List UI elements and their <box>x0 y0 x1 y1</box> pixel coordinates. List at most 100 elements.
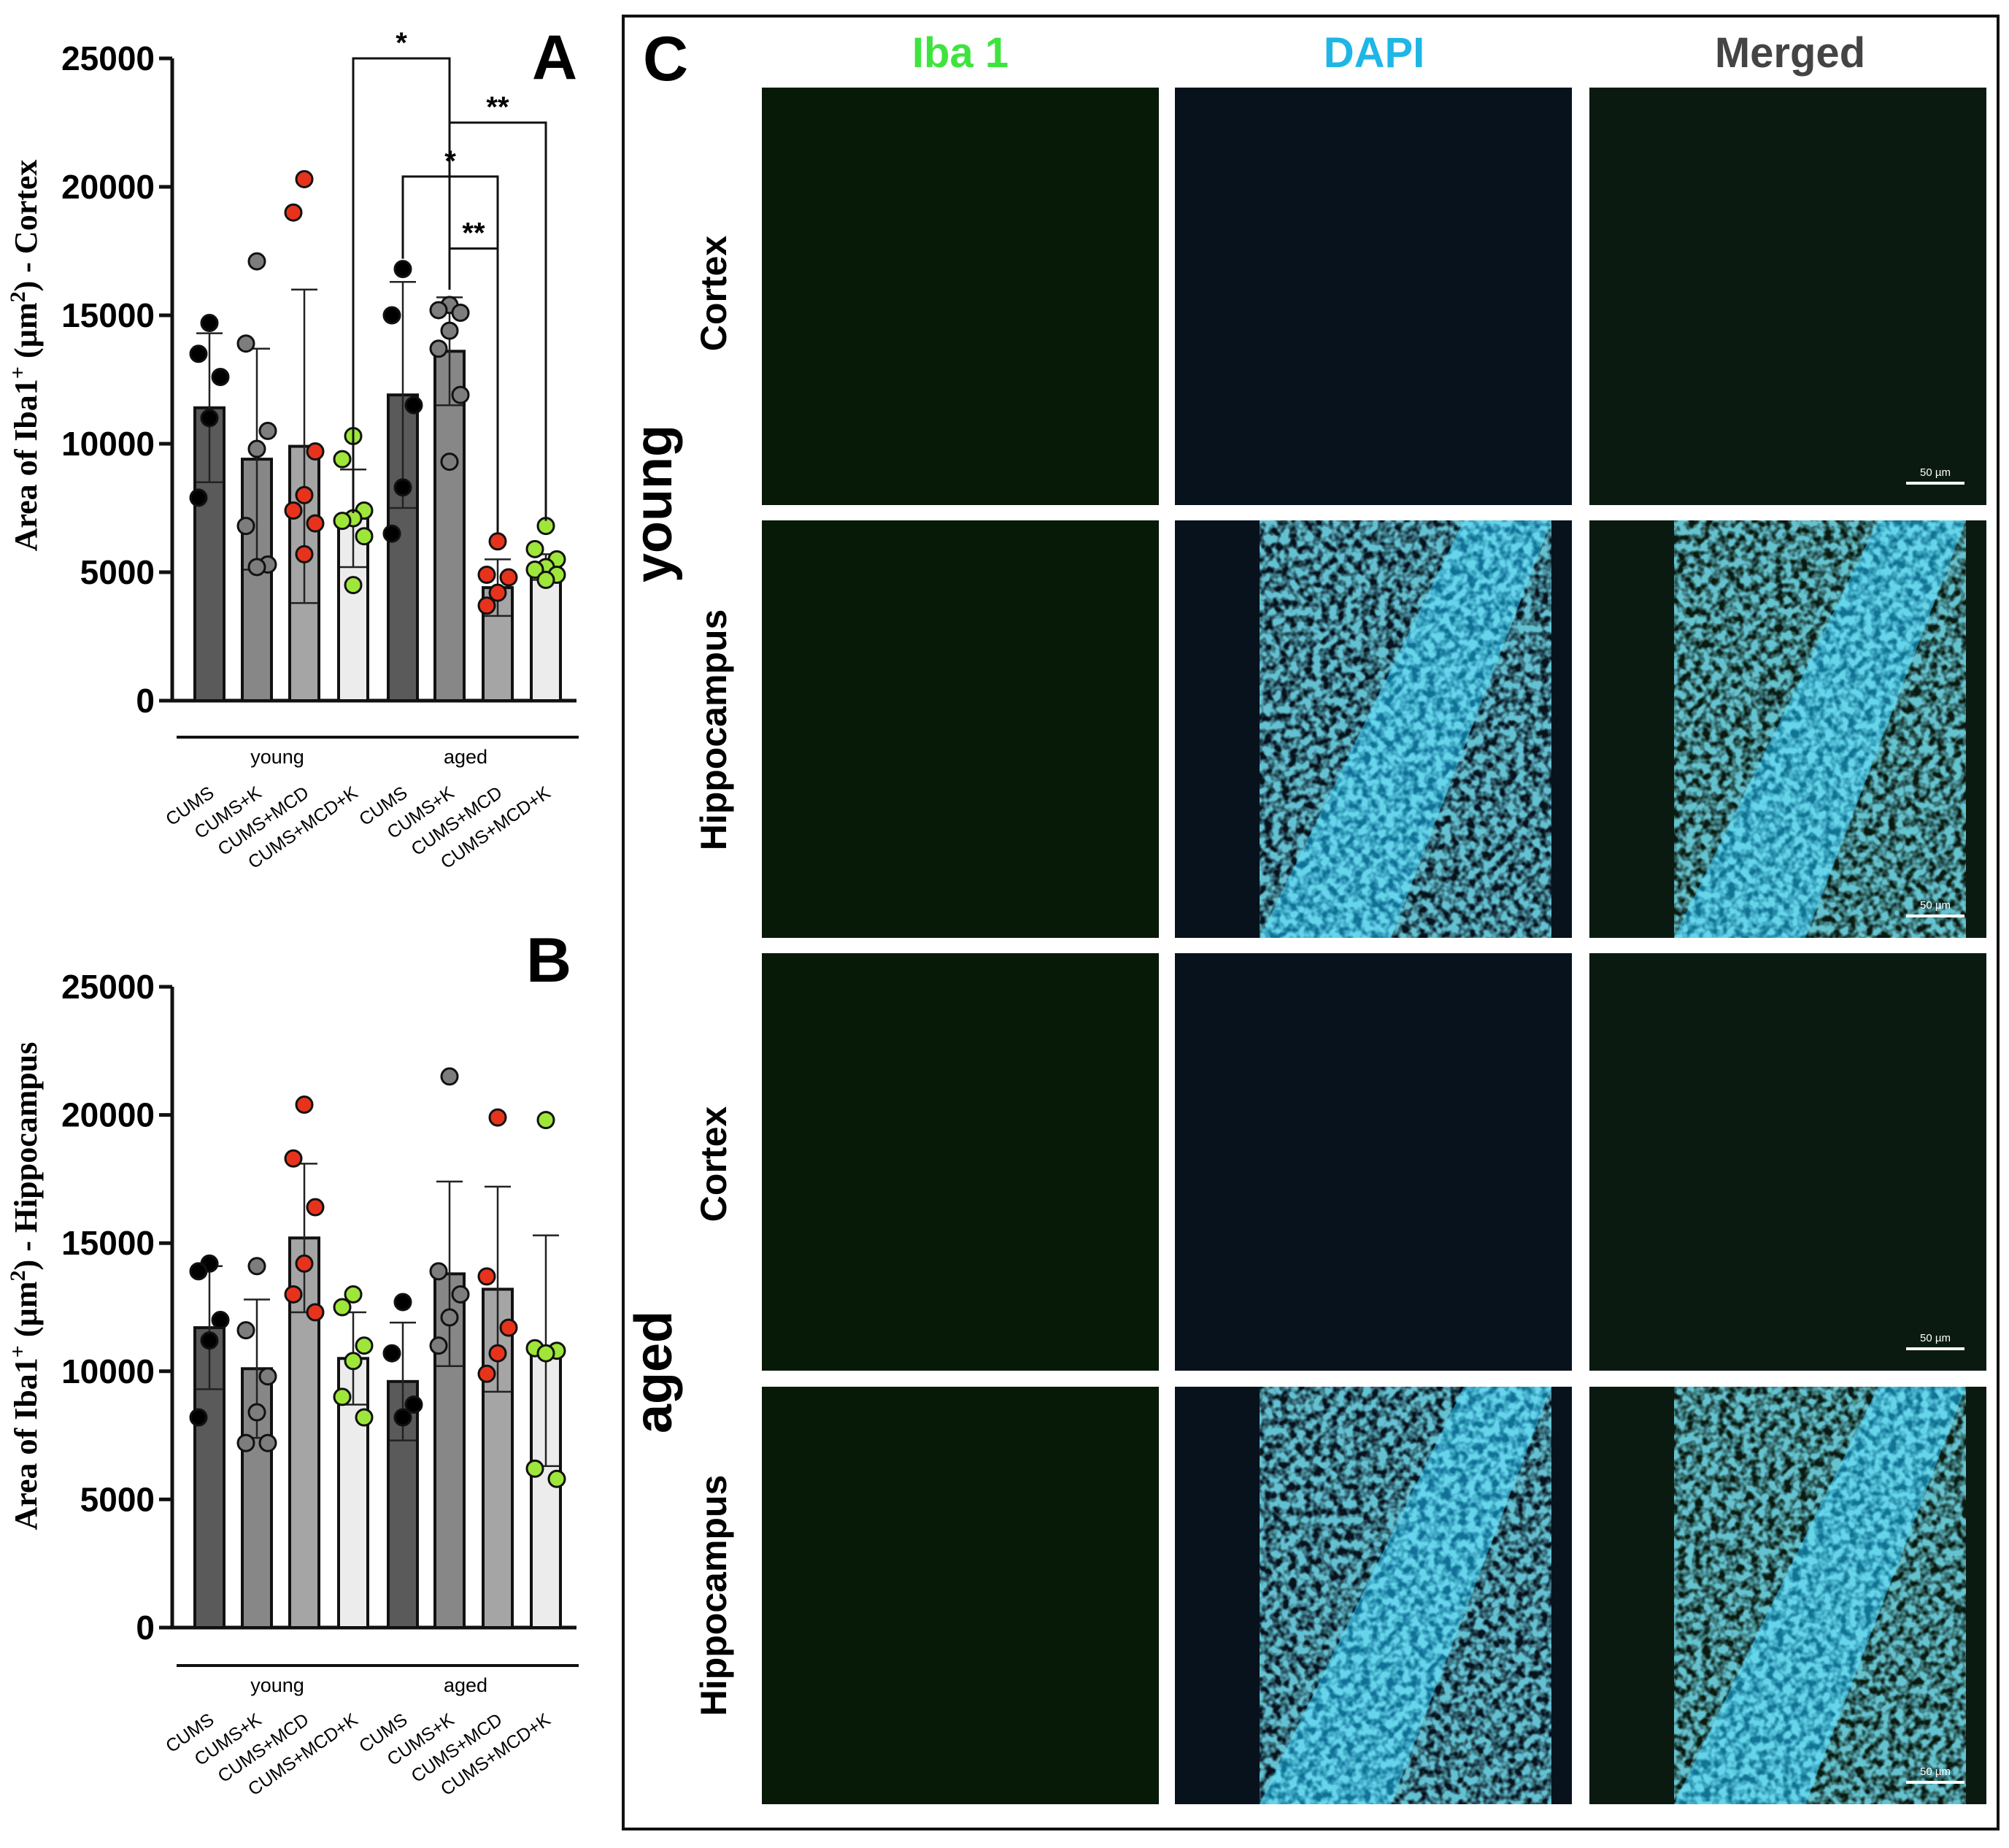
data-point <box>236 517 255 536</box>
data-point <box>200 1331 219 1350</box>
micrograph-r3-c1 <box>1175 1387 1572 1804</box>
panel-b-group-aged: aged <box>444 1674 487 1696</box>
col-header-dapi: DAPI <box>1324 29 1425 77</box>
data-point <box>393 1408 412 1427</box>
data-point <box>333 1387 352 1406</box>
data-point <box>440 1067 459 1086</box>
bar-cums-aged <box>387 393 419 702</box>
data-point <box>258 421 277 440</box>
data-point <box>236 1321 255 1340</box>
panel-b-chart: 0500010000150002000025000CUMSCUMS+KCUMS+… <box>61 968 579 1800</box>
bar-cums-k-aged <box>433 350 466 702</box>
data-point <box>451 385 470 404</box>
data-point <box>284 1285 303 1304</box>
y-tick-label: 25000 <box>61 39 155 77</box>
data-point <box>404 396 423 415</box>
data-point <box>247 1403 266 1422</box>
significance-label: * <box>444 145 456 177</box>
bar-cums-young <box>193 1326 225 1629</box>
data-point <box>440 453 459 471</box>
data-point <box>189 344 208 363</box>
group-label-young: young <box>625 425 683 582</box>
dapi-signal <box>1175 1387 1572 1804</box>
significance-label: ** <box>486 91 509 123</box>
micrograph-r2-c2: 50 µm <box>1589 953 1986 1371</box>
row-label-young-hippocampus: Hippocampus <box>693 609 734 851</box>
dapi-signal <box>1589 1387 1986 1804</box>
data-point <box>393 260 412 279</box>
data-point <box>536 1111 555 1130</box>
data-point <box>477 1267 496 1286</box>
data-point <box>258 1367 277 1386</box>
data-point <box>429 1336 448 1355</box>
micrograph-r0-c2: 50 µm <box>1589 88 1986 505</box>
dapi-signal <box>1589 88 1986 505</box>
significance-bracket <box>448 121 547 521</box>
data-point <box>499 568 518 587</box>
scale-bar-label: 50 µm <box>1920 1332 1951 1344</box>
data-point <box>355 1336 374 1355</box>
dapi-signal <box>1589 953 1986 1371</box>
micrograph-r1-c1 <box>1175 520 1572 938</box>
data-point <box>536 571 555 590</box>
micrograph-r2-c0 <box>762 953 1159 1371</box>
data-point <box>344 576 363 595</box>
significance-label: ** <box>462 217 485 249</box>
row-label-young-cortex: Cortex <box>693 236 734 352</box>
y-tick-label: 15000 <box>61 1224 155 1262</box>
panel-a-ylabel: Area of Iba1+ (µm2) - Cortex <box>6 160 44 552</box>
panel-b-ylabel: Area of Iba1+ (µm2) - Hippocampus <box>6 1042 44 1530</box>
data-point <box>295 1096 314 1114</box>
data-point <box>200 409 219 428</box>
dapi-signal <box>1175 88 1572 505</box>
data-point <box>488 583 507 602</box>
data-point <box>189 488 208 507</box>
data-point <box>429 301 448 320</box>
data-point <box>295 1254 314 1273</box>
data-point <box>189 1408 208 1427</box>
dapi-signal <box>1175 953 1572 1371</box>
scale-bar-label: 50 µm <box>1920 1766 1951 1778</box>
data-point <box>211 1311 230 1330</box>
data-point <box>189 1262 208 1281</box>
data-point <box>525 560 544 579</box>
data-point <box>284 203 303 222</box>
data-point <box>333 512 352 531</box>
panel-b-group-young: young <box>250 1674 304 1696</box>
data-point <box>477 596 496 615</box>
scale-bar-label: 50 µm <box>1920 899 1951 912</box>
data-point <box>382 524 401 543</box>
micrograph-r1-c2: 50 µm <box>1589 520 1986 938</box>
data-point <box>306 1198 325 1217</box>
row-label-aged-hippocampus: Hippocampus <box>693 1475 734 1717</box>
dapi-signal <box>1589 520 1986 938</box>
data-point <box>247 1257 266 1276</box>
y-tick-label: 5000 <box>80 553 155 591</box>
data-point <box>488 1108 507 1127</box>
data-point <box>247 439 266 458</box>
micrograph-r3-c0 <box>762 1387 1159 1804</box>
data-point <box>333 450 352 469</box>
data-point <box>236 334 255 353</box>
micrograph-r1-c0 <box>762 520 1159 938</box>
significance-bracket <box>448 247 499 534</box>
data-point <box>284 501 303 520</box>
data-point <box>488 532 507 551</box>
data-point <box>355 1408 374 1427</box>
data-point <box>258 1433 277 1452</box>
y-tick-label: 10000 <box>61 1352 155 1390</box>
data-point <box>295 169 314 188</box>
micrograph-r2-c1 <box>1175 953 1572 1371</box>
data-point <box>393 1293 412 1312</box>
data-point <box>525 1459 544 1478</box>
data-point <box>382 306 401 325</box>
data-point <box>247 558 266 577</box>
micrograph-grid: 50 µm 50 µm 50 µm 50 µm <box>762 88 1986 1804</box>
y-tick-label: 20000 <box>61 1096 155 1134</box>
data-point <box>306 442 325 461</box>
significance-label: * <box>396 27 407 59</box>
y-tick-label: 0 <box>136 682 155 720</box>
scale-bar-label: 50 µm <box>1920 466 1951 479</box>
data-point <box>429 339 448 358</box>
data-point <box>295 485 314 504</box>
